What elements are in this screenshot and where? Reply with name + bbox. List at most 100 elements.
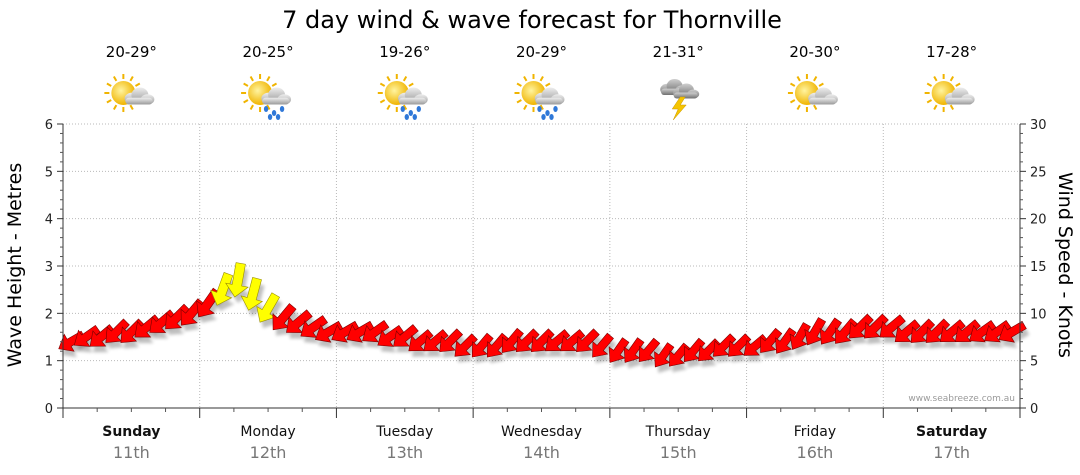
plot-grid <box>63 123 1020 408</box>
sun-ray <box>266 76 271 82</box>
wind-arrow <box>286 309 313 333</box>
wind-arrow-shadow <box>763 334 785 359</box>
sun-ray <box>516 99 522 104</box>
rain-drop <box>549 114 554 120</box>
day-temperature: 21-31° <box>653 43 704 61</box>
wind-arrow-shadow <box>259 298 283 329</box>
sun-ray <box>523 76 528 82</box>
sun-ray <box>249 104 254 110</box>
weather-icons <box>104 74 975 121</box>
right-axis-label: Wind Speed - Knots <box>1054 172 1076 358</box>
day-temperature: 17-28° <box>926 43 977 61</box>
day-temperature: 20-29° <box>106 43 157 61</box>
wind-arrow-shadow <box>823 323 845 351</box>
wind-arrow <box>545 329 571 352</box>
sun-ray <box>243 82 249 87</box>
day-date: 17th <box>933 443 970 462</box>
wind-arrow <box>789 322 811 350</box>
wind-arrow <box>592 332 614 358</box>
sun-ray <box>112 76 118 82</box>
wind-arrow <box>760 327 783 353</box>
day-temperature: 19-26° <box>379 43 430 61</box>
rain-drop <box>408 110 413 116</box>
sun-ray <box>106 99 112 104</box>
wind-arrow <box>608 337 630 363</box>
wind-arrow <box>73 324 101 347</box>
day-name: Saturday <box>916 424 987 440</box>
rain-drop <box>404 114 409 120</box>
showers-icon <box>377 74 428 120</box>
wind-arrow <box>393 324 419 347</box>
right-tick-label: 15 <box>1030 260 1047 275</box>
sun-ray <box>112 104 118 110</box>
wind-arrow-shadow <box>882 320 909 344</box>
day-date: 15th <box>660 443 697 462</box>
right-tick-label: 25 <box>1030 165 1047 180</box>
wind-arrow <box>314 320 344 343</box>
sun-ray <box>386 104 391 110</box>
day-name: Monday <box>240 424 295 440</box>
left-tick-label: 6 <box>45 118 53 133</box>
day-name: Sunday <box>102 424 160 440</box>
sun-ray <box>933 76 938 82</box>
day-name: Thursday <box>645 424 711 440</box>
day-name: Friday <box>794 424 836 440</box>
wind-arrow-shadow <box>642 344 663 368</box>
rain-drop <box>263 106 269 112</box>
wind-arrow <box>210 272 234 306</box>
wind-arrow <box>377 324 405 347</box>
wind-arrow <box>894 319 921 342</box>
cloud-base <box>809 97 837 105</box>
sun-ray <box>402 104 408 110</box>
wind-arrow <box>910 318 936 343</box>
sun-ray <box>271 82 278 87</box>
showers-icon <box>241 74 292 120</box>
wind-arrow <box>423 329 449 352</box>
rain-drop <box>279 106 285 112</box>
day-temperature: 20-30° <box>789 43 840 61</box>
cloud-base <box>673 92 698 99</box>
left-tick-label: 5 <box>45 165 53 180</box>
sun-ray <box>813 76 818 82</box>
lightning-bolt <box>671 96 687 121</box>
sun-ray <box>949 104 955 110</box>
sun-ray <box>949 76 955 82</box>
wind-arrow <box>515 328 540 353</box>
sun-ray <box>106 82 112 87</box>
rain-drop <box>267 114 273 120</box>
showers-icon <box>514 74 565 120</box>
day-labels: Sunday 11th Monday 12th Tuesday 13th Wednesday… <box>102 424 987 462</box>
wind-arrow <box>454 333 478 357</box>
sun-ray <box>402 76 408 82</box>
credit-text: www.seabreeze.com.au <box>908 394 1015 404</box>
wind-arrow <box>471 332 494 358</box>
wind-arrow <box>727 333 752 357</box>
day-temperature: 20-25° <box>243 43 294 61</box>
rain-drop <box>271 110 277 116</box>
wind-arrow <box>105 318 130 343</box>
wind-arrow <box>998 320 1027 343</box>
chart-axes: 0 1 2 3 4 5 6 0 5 10 15 20 25 30 <box>45 118 1047 418</box>
right-tick-label: 5 <box>1030 355 1038 370</box>
sun-ray <box>933 104 938 110</box>
sun-ray <box>789 99 796 104</box>
wind-arrow-shadow <box>275 309 300 336</box>
right-tick-label: 0 <box>1030 402 1038 417</box>
day-date: 14th <box>523 443 560 462</box>
sun-ray <box>379 82 386 87</box>
sun-ray <box>818 82 824 87</box>
wind-arrow <box>408 329 434 352</box>
storm-icon <box>660 79 700 121</box>
sun-ray <box>796 104 801 110</box>
partly-cloudy-icon <box>104 74 155 112</box>
right-tick-label: 30 <box>1030 118 1047 133</box>
sun-ray <box>926 99 933 104</box>
rain-drop <box>553 106 558 112</box>
sun-ray <box>379 99 386 104</box>
wind-arrow <box>969 320 997 343</box>
left-tick-label: 0 <box>45 402 53 417</box>
sun-ray <box>243 99 249 104</box>
day-name: Wednesday <box>501 424 582 440</box>
sun-ray <box>249 76 254 82</box>
wind-arrow <box>362 320 390 343</box>
